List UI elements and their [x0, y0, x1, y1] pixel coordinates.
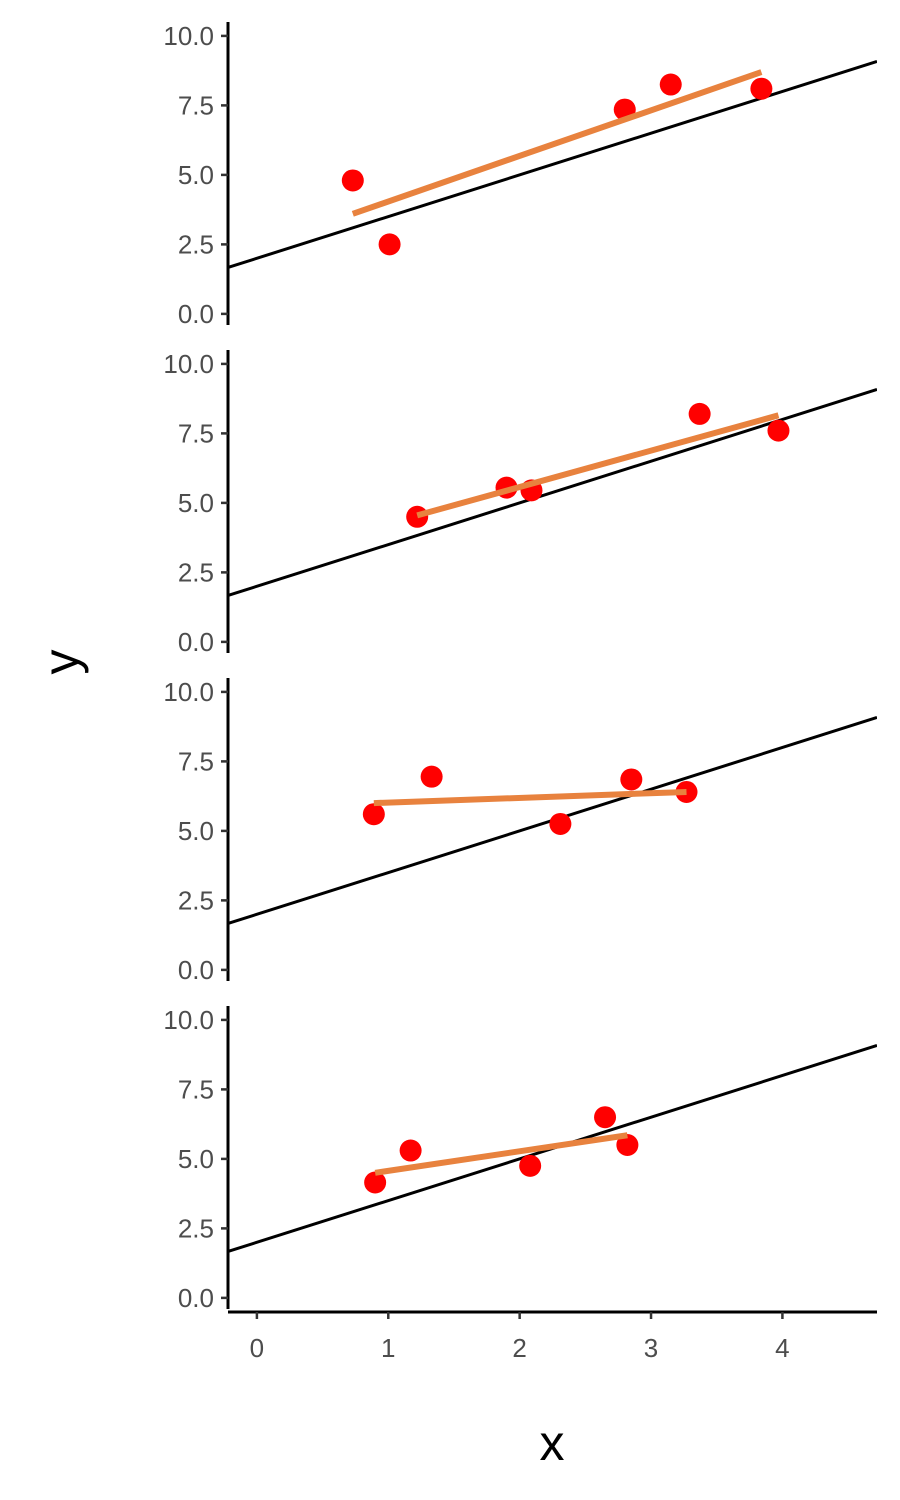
data-point: [399, 1139, 422, 1162]
panel-3: 0.0 2.5 5.0 7.5 10.0: [163, 677, 877, 985]
y-axis-title: y: [33, 650, 89, 675]
x-tick-label: 0: [250, 1333, 264, 1363]
y-tick-label: 5.0: [178, 160, 214, 190]
data-point: [406, 505, 429, 528]
y-tick-label: 10.0: [163, 677, 214, 707]
fit-line: [351, 69, 763, 217]
data-point: [519, 1154, 542, 1177]
panel-1: 0.0 2.5 5.0 7.5 10.0: [163, 21, 877, 329]
y-tick-label: 5.0: [178, 1144, 214, 1174]
x-tick-label: 2: [512, 1333, 526, 1363]
y-tick-label: 2.5: [178, 1213, 214, 1243]
y-tick-label: 0.0: [178, 299, 214, 329]
data-point: [378, 233, 401, 256]
x-axis-title: x: [540, 1415, 565, 1471]
y-tick-label: 0.0: [178, 955, 214, 985]
fit-line: [416, 412, 780, 519]
data-point: [364, 1171, 387, 1194]
panel-4: 0.0 2.5 5.0 7.5 10.0 0 1 2 3 4: [163, 1005, 877, 1363]
y-tick-label: 7.5: [178, 746, 214, 776]
data-point: [659, 73, 682, 96]
y-tick-label: 2.5: [178, 557, 214, 587]
y-tick-label: 10.0: [163, 1005, 214, 1035]
x-tick-label: 4: [775, 1333, 789, 1363]
y-tick-label: 7.5: [178, 90, 214, 120]
y-tick-label: 7.5: [178, 1074, 214, 1104]
data-point: [420, 765, 443, 788]
y-tick-label: 5.0: [178, 816, 214, 846]
data-point: [620, 768, 643, 791]
fit-line: [373, 788, 687, 807]
x-tick-label: 1: [381, 1333, 395, 1363]
x-tick-label: 3: [644, 1333, 658, 1363]
data-point: [750, 77, 773, 100]
y-tick-label: 0.0: [178, 627, 214, 657]
reference-line: [228, 60, 877, 269]
y-tick-label: 10.0: [163, 21, 214, 51]
y-tick-label: 5.0: [178, 488, 214, 518]
data-point: [549, 812, 572, 835]
y-tick-label: 2.5: [178, 885, 214, 915]
y-tick-label: 7.5: [178, 418, 214, 448]
y-tick-label: 10.0: [163, 349, 214, 379]
data-point: [767, 419, 790, 442]
data-point: [616, 1133, 639, 1156]
y-tick-label: 2.5: [178, 229, 214, 259]
data-point: [341, 169, 364, 192]
data-point: [688, 402, 711, 425]
data-point: [362, 803, 385, 826]
reference-line: [228, 388, 877, 597]
panel-2: 0.0 2.5 5.0 7.5 10.0: [163, 349, 877, 657]
y-tick-label: 0.0: [178, 1283, 214, 1313]
fit-line: [374, 1132, 628, 1176]
data-point: [594, 1106, 617, 1129]
